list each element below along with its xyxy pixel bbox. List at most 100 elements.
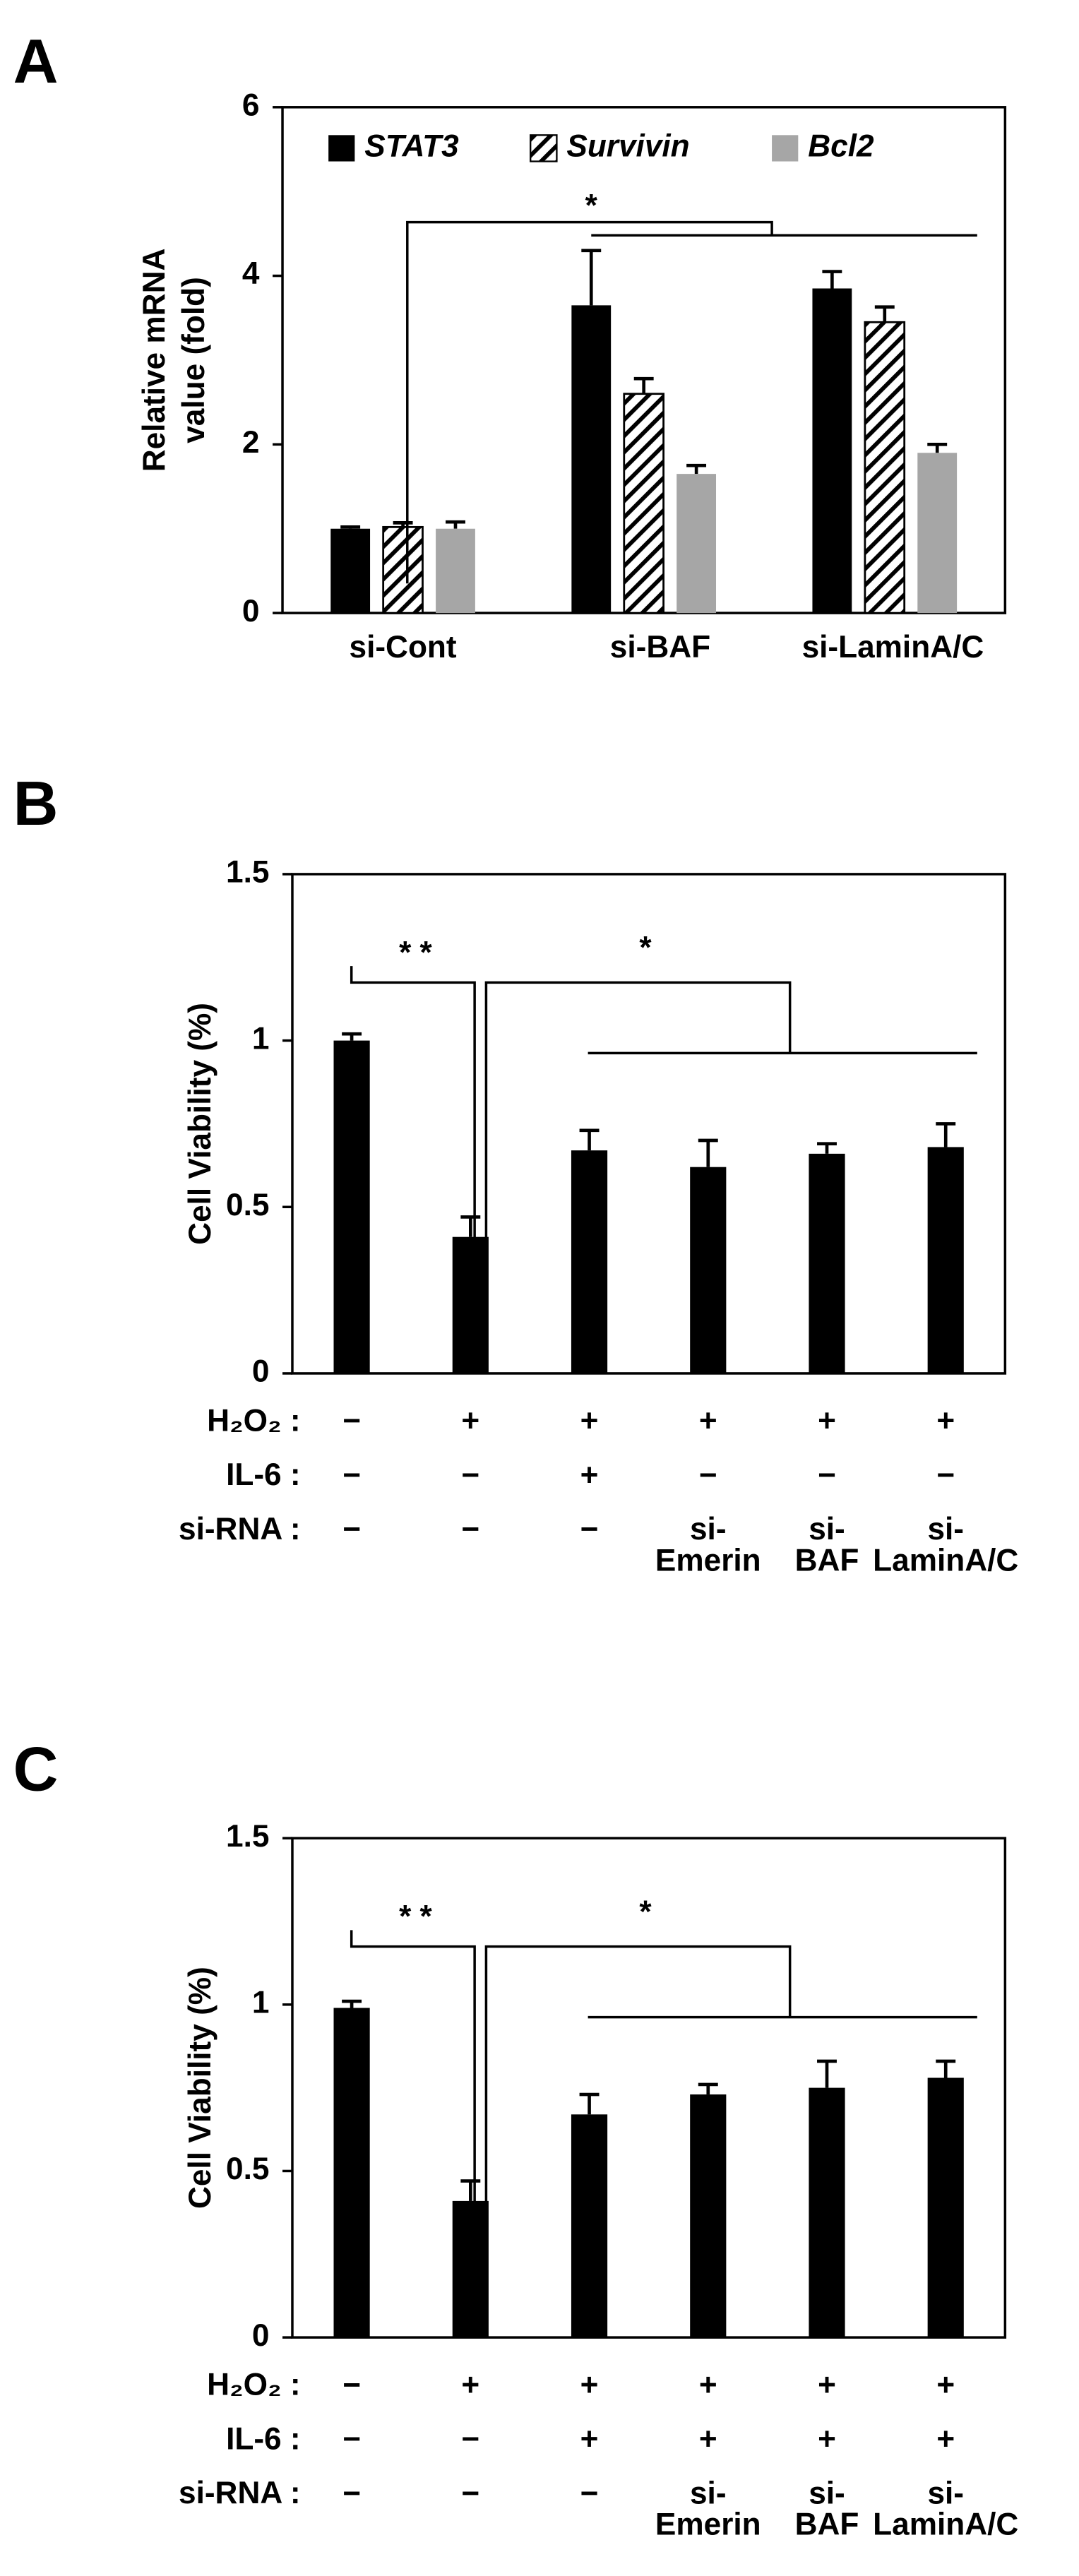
- condition-value: −: [818, 1457, 836, 1492]
- condition-value: −: [342, 2476, 361, 2510]
- condition-value-line: −: [342, 2476, 361, 2510]
- condition-value: si-LaminA/C: [873, 1512, 1018, 1578]
- y-tick-label: 1.5: [226, 855, 269, 890]
- condition-value-line: +: [818, 2368, 836, 2402]
- condition-value: −: [699, 1457, 717, 1492]
- bar: [382, 525, 424, 614]
- y-tick-label: 0.5: [226, 2152, 269, 2186]
- condition-value: +: [936, 1403, 955, 1438]
- condition-label: H₂O₂ :: [207, 2368, 300, 2402]
- condition-value-line: Emerin: [655, 1543, 761, 1578]
- y-axis-label: Cell Viability (%): [183, 1967, 217, 2209]
- condition-value-line: si-: [927, 1512, 964, 1546]
- condition-value: +: [699, 1403, 717, 1438]
- bar: [690, 2094, 727, 2338]
- condition-value: −: [580, 2476, 599, 2510]
- bar: [330, 528, 371, 614]
- bar: [333, 2008, 370, 2338]
- condition-value: +: [936, 2421, 955, 2456]
- condition-value: −: [342, 1512, 361, 1546]
- condition-value-line: −: [580, 1512, 599, 1546]
- legend-label: STAT3: [364, 129, 459, 164]
- panel-label: C: [13, 1734, 59, 1804]
- bracket: [484, 981, 792, 1249]
- condition-value-line: Emerin: [655, 2507, 761, 2541]
- bar: [927, 1147, 964, 1373]
- condition-value: si-Emerin: [655, 1512, 761, 1578]
- bar: [571, 305, 612, 614]
- condition-label: H₂O₂ :: [207, 1403, 300, 1438]
- y-tick-label: 0.5: [226, 1188, 269, 1222]
- condition-value: si-LaminA/C: [873, 2476, 1018, 2541]
- plot-frame: [291, 1837, 1007, 2339]
- condition-value-line: +: [580, 2421, 599, 2456]
- bar: [676, 474, 717, 614]
- condition-value-line: +: [461, 2368, 479, 2402]
- bar: [571, 2114, 608, 2338]
- condition-value: +: [580, 1457, 599, 1492]
- condition-value-line: si-: [809, 2476, 845, 2510]
- condition-value: −: [461, 2476, 479, 2510]
- annotation: * *: [399, 1900, 432, 1934]
- bar: [452, 2200, 489, 2338]
- condition-value: si-BAF: [795, 1512, 859, 1578]
- y-axis-label: Cell Viability (%): [183, 1003, 217, 1245]
- condition-value-line: −: [936, 1457, 955, 1492]
- condition-value-line: −: [461, 2476, 479, 2510]
- condition-value: −: [342, 1403, 361, 1438]
- condition-value-line: −: [580, 2476, 599, 2510]
- y-axis-label: Relative mRNA value (fold): [137, 249, 211, 472]
- condition-value: −: [342, 1457, 361, 1492]
- bar: [809, 1153, 845, 1373]
- condition-label: IL-6 :: [226, 1457, 301, 1492]
- legend-swatch: [530, 134, 558, 162]
- panel-label: B: [13, 768, 59, 838]
- condition-value: +: [461, 2368, 479, 2402]
- condition-value-line: −: [342, 1512, 361, 1546]
- condition-value: +: [818, 2368, 836, 2402]
- condition-value-line: +: [580, 2368, 599, 2402]
- bar: [623, 393, 664, 614]
- condition-value-line: −: [461, 1457, 479, 1492]
- annotation: *: [639, 1895, 652, 1929]
- x-tick-label: si-LaminA/C: [802, 630, 984, 664]
- condition-value: −: [461, 1512, 479, 1546]
- condition-value: si-BAF: [795, 2476, 859, 2541]
- condition-label: IL-6 :: [226, 2421, 301, 2456]
- condition-value-line: +: [699, 2368, 717, 2402]
- y-axis-label-line: Relative mRNA: [137, 249, 172, 472]
- condition-value-line: +: [461, 1403, 479, 1438]
- condition-value-line: +: [580, 1457, 599, 1492]
- condition-value: +: [936, 2368, 955, 2402]
- condition-value-line: −: [342, 1403, 361, 1438]
- condition-value: si-Emerin: [655, 2476, 761, 2541]
- bar: [809, 2087, 845, 2338]
- bar: [436, 528, 475, 614]
- condition-value: −: [342, 2421, 361, 2456]
- condition-value-line: LaminA/C: [873, 1543, 1018, 1578]
- condition-value: −: [342, 2368, 361, 2402]
- y-axis-label-line: Cell Viability (%): [183, 1003, 217, 1245]
- condition-label: si-RNA :: [179, 2476, 301, 2510]
- condition-value-line: BAF: [795, 1543, 859, 1578]
- legend-swatch: [328, 135, 355, 162]
- y-tick-label: 6: [242, 88, 260, 122]
- x-tick-label: si-BAF: [610, 630, 710, 664]
- condition-value: −: [580, 1512, 599, 1546]
- annotation: *: [585, 188, 598, 222]
- condition-value-line: −: [342, 1457, 361, 1492]
- y-tick-label: 0: [252, 2318, 270, 2353]
- y-tick-label: 0: [242, 594, 260, 628]
- condition-value-line: +: [699, 2421, 717, 2456]
- bracket: [350, 966, 476, 1249]
- condition-value: −: [461, 1457, 479, 1492]
- y-axis-label-line: value (fold): [176, 277, 210, 443]
- condition-value: −: [461, 2421, 479, 2456]
- condition-value: +: [580, 2421, 599, 2456]
- bar: [812, 288, 852, 614]
- annotation: * *: [399, 936, 432, 970]
- bar: [690, 1167, 727, 1373]
- condition-label: si-RNA :: [179, 1512, 301, 1546]
